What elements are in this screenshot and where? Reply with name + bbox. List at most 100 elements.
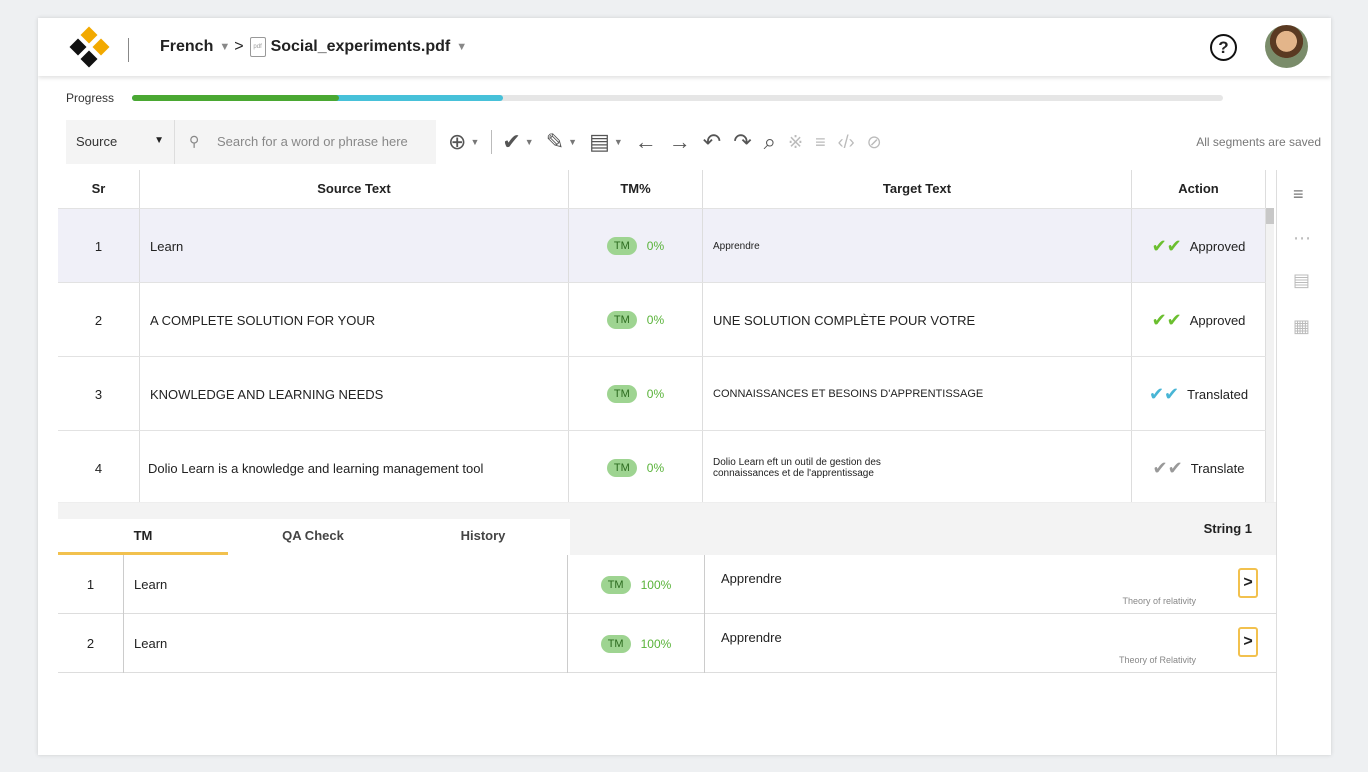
redo-icon[interactable]: ↷	[733, 129, 752, 154]
tm-percent: 100%	[640, 636, 672, 651]
row-status: Translate	[1190, 460, 1245, 476]
progress-approved	[132, 95, 340, 101]
code-icon[interactable]: ‹/›	[837, 131, 855, 152]
row-target[interactable]: Apprendre	[703, 209, 1132, 283]
progress-bar	[132, 95, 1223, 101]
row-target[interactable]: CONNAISSANCES ET BESOINS D'APPRENTISSAGE	[703, 357, 1132, 431]
tm-percent: 0%	[646, 387, 665, 401]
row-target-line: Dolio Learn eft un outil de gestion des	[713, 457, 881, 468]
caret-down-icon[interactable]: ▼	[456, 41, 468, 53]
tab-qa-check[interactable]: QA Check	[282, 528, 344, 543]
table-row[interactable]: 4 Dolio Learn is a knowledge and learnin…	[58, 430, 1266, 505]
tm-percent: 0%	[646, 313, 665, 327]
file-name[interactable]: Social_experiments.pdf	[270, 38, 451, 55]
row-target[interactable]: Dolio Learn eft un outil de gestion des …	[703, 431, 1132, 505]
tm-badge: TM	[606, 459, 637, 477]
comment-icon[interactable]: ⋯	[1293, 228, 1311, 248]
save-status: All segments are saved	[1196, 135, 1321, 149]
match-target: Apprendre	[721, 630, 782, 645]
tm-badge: TM	[606, 385, 637, 403]
bottom-panel: TM QA Check History String 1 1 Learn TM 1…	[58, 502, 1276, 755]
filter-icon[interactable]: ≡	[1293, 184, 1304, 204]
chevron-right-icon: >	[234, 38, 244, 55]
tm-match-row[interactable]: 2 Learn TM 100% Apprendre Theory of Relat…	[58, 614, 1276, 673]
row-source[interactable]: KNOWLEDGE AND LEARNING NEEDS	[140, 357, 569, 431]
header-source: Source Text	[140, 170, 569, 208]
match-source: Learn	[124, 555, 568, 614]
row-target[interactable]: UNE SOLUTION COMPLÈTE POUR VOTRE	[703, 283, 1132, 357]
table-scrollbar[interactable]	[1266, 208, 1274, 502]
language-label[interactable]: French	[160, 38, 214, 55]
tm-percent: 0%	[646, 239, 665, 253]
match-sr: 1	[58, 555, 124, 614]
table-row[interactable]: 1 Learn TM 0% Apprendre ✔✔ Approved	[58, 208, 1266, 283]
row-action[interactable]: ✔✔ Approved	[1132, 209, 1266, 283]
match-tm: TM 100%	[568, 614, 705, 673]
help-icon[interactable]: ?	[1210, 34, 1237, 61]
approved-check-icon: ✔✔	[1151, 309, 1182, 330]
hide-icon[interactable]: ⊘	[866, 131, 882, 152]
search-input[interactable]: ⚲ Search for a word or phrase here	[174, 120, 436, 164]
table-row[interactable]: 3 KNOWLEDGE AND LEARNING NEEDS TM 0% CONN…	[58, 356, 1266, 431]
search-placeholder: Search for a word or phrase here	[217, 134, 408, 149]
caret-down-icon: ▼	[154, 135, 164, 146]
row-status: Approved	[1189, 312, 1246, 328]
source-select[interactable]: Source ▼	[66, 120, 174, 164]
caret-down-icon[interactable]: ▼	[219, 41, 231, 53]
match-target-cell: Apprendre Theory of relativity >	[705, 555, 1276, 614]
match-target-cell: Apprendre Theory of Relativity >	[705, 614, 1276, 673]
arrow-left-icon[interactable]: ←	[634, 129, 657, 154]
scrollbar-thumb[interactable]	[1266, 208, 1274, 224]
header-tm: TM%	[569, 170, 703, 208]
match-source: Learn	[124, 614, 568, 673]
row-sr: 3	[58, 357, 140, 431]
string-label: String 1	[1203, 521, 1252, 536]
insert-match-button[interactable]: >	[1238, 627, 1258, 657]
eraser-icon[interactable]: ✎ ▼	[545, 129, 578, 154]
table-header: Sr Source Text TM% Target Text Action	[58, 170, 1266, 208]
pdf-file-icon: pdf	[249, 37, 266, 57]
tm-match-row[interactable]: 1 Learn TM 100% Apprendre Theory of relat…	[58, 555, 1276, 614]
row-sr: 2	[58, 283, 140, 357]
source-select-value: Source	[76, 134, 118, 149]
row-source[interactable]: Dolio Learn is a knowledge and learning …	[140, 431, 569, 505]
notes-icon[interactable]: ▤	[1293, 270, 1311, 290]
toolbar-icons: ⊕ ▼ ✔ ▼ ✎ ▼ ▤ ▼ ← → ↶ ↷ ⌕ ※ ≡ ‹/› ⊘	[448, 128, 894, 156]
header-target: Target Text	[703, 170, 1132, 208]
tm-percent: 0%	[646, 461, 665, 475]
bottom-tabs: TM QA Check History	[58, 519, 570, 555]
tm-badge: TM	[600, 575, 631, 594]
row-source[interactable]: Learn	[140, 209, 569, 283]
right-tool-rail: ≡ ⋯ ▤ ▦	[1276, 170, 1331, 755]
row-action[interactable]: ✔✔ Approved	[1132, 283, 1266, 357]
match-sr: 2	[58, 614, 124, 673]
check-icon[interactable]: ✔ ▼	[502, 129, 534, 154]
row-sr: 4	[58, 431, 140, 505]
avatar[interactable]	[1265, 25, 1308, 68]
tab-tm[interactable]: TM	[58, 519, 228, 555]
match-target: Apprendre	[721, 571, 782, 586]
tab-history[interactable]: History	[460, 528, 506, 543]
match-context: Theory of Relativity	[1118, 655, 1196, 665]
search-icon: ⚲	[189, 133, 200, 149]
download-icon[interactable]: ⊕ ▼	[448, 129, 480, 154]
header-sr: Sr	[58, 170, 140, 208]
special-chars-icon[interactable]: ※	[788, 131, 804, 152]
toolbar-divider	[491, 130, 493, 154]
arrow-right-icon[interactable]: →	[668, 129, 691, 154]
insert-match-button[interactable]: >	[1238, 568, 1258, 598]
row-source[interactable]: A COMPLETE SOLUTION FOR YOUR	[140, 283, 569, 357]
format-icon[interactable]: ≡	[815, 131, 826, 152]
editor-toolbar: Source ▼ ⚲ Search for a word or phrase h…	[66, 120, 1331, 164]
row-action[interactable]: ✔✔ Translated	[1132, 357, 1266, 431]
undo-icon[interactable]: ↶	[702, 129, 722, 154]
row-tm: TM 0%	[569, 209, 703, 283]
find-replace-icon[interactable]: ⌕	[763, 129, 776, 154]
row-sr: 1	[58, 209, 140, 283]
row-target-line: connaissances et de l'apprentissage	[713, 468, 874, 479]
calculator-icon[interactable]: ▦	[1293, 316, 1311, 336]
logo-icon[interactable]	[68, 26, 114, 68]
row-action[interactable]: ✔✔ Translate	[1132, 431, 1266, 505]
table-row[interactable]: 2 A COMPLETE SOLUTION FOR YOUR TM 0% UNE …	[58, 282, 1266, 357]
document-icon[interactable]: ▤ ▼	[589, 129, 623, 154]
